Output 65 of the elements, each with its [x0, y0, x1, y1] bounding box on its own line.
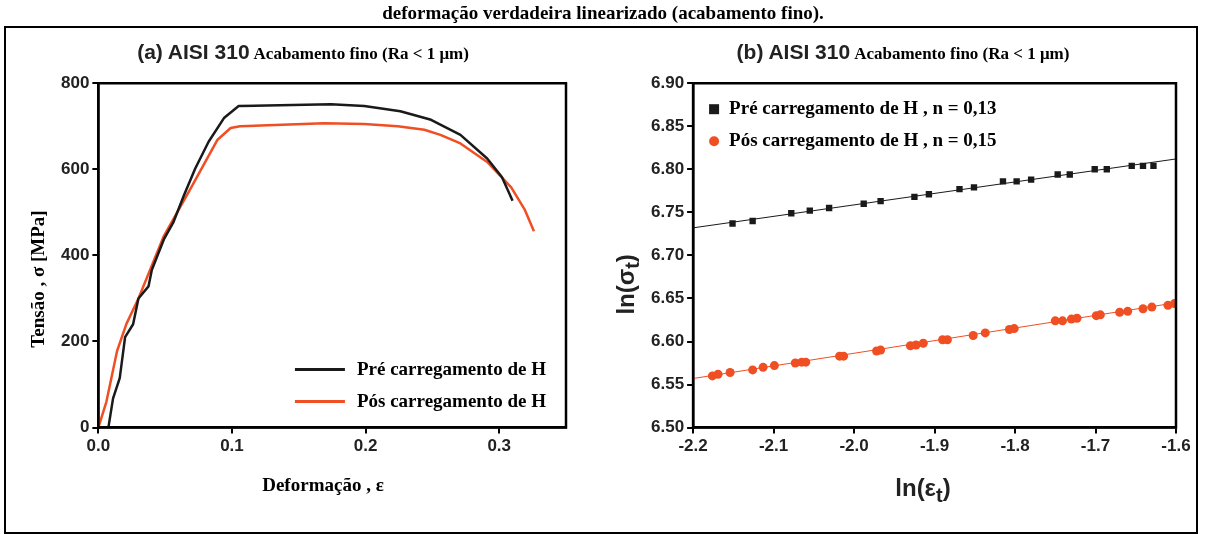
- chart-title: (a) AISI 310: [137, 40, 250, 63]
- point: [1058, 316, 1068, 326]
- x-tick-label: -2.2: [678, 436, 708, 456]
- point: [1072, 313, 1082, 323]
- y-tick-label: 200: [60, 331, 90, 351]
- legend-label: Pré carregamento de H: [356, 357, 547, 379]
- point: [758, 362, 768, 372]
- point: [956, 185, 963, 193]
- point: [980, 328, 990, 338]
- legend-label: Pré carregamento de H , n = 0,13: [729, 97, 997, 119]
- point: [1027, 176, 1035, 183]
- x-tick-label: -2.1: [758, 436, 789, 456]
- point: [1054, 171, 1061, 178]
- chart-subtitle: Acabamento fino (Ra < 1 μm): [253, 44, 469, 63]
- point: [970, 184, 978, 191]
- point: [877, 197, 884, 205]
- point: [968, 330, 978, 340]
- y-tick-label: 6.85: [650, 115, 685, 135]
- y-tick-label: 6.60: [650, 331, 685, 351]
- x-axis-title: Deformação , ε: [261, 474, 385, 496]
- legend-label: Pós carregamento de H: [356, 389, 547, 411]
- y-tick-label: 800: [60, 72, 90, 92]
- chart-title: (b) AISI 310: [736, 40, 851, 63]
- y-tick-label: 6.50: [650, 417, 685, 437]
- y-tick-label: 600: [60, 158, 90, 178]
- x-tick-label: 0.3: [487, 436, 512, 456]
- x-tick-label: 0.1: [220, 436, 244, 456]
- point: [999, 178, 1007, 185]
- x-axis-title: ln(ε$_{t}$): [894, 474, 952, 507]
- point: [1115, 307, 1125, 317]
- x-tick-label: -2.0: [839, 436, 869, 456]
- x-tick-label: -1.6: [1161, 436, 1191, 456]
- text: deformação verdadeira linearizado (acabamento fino).: [381, 2, 825, 24]
- point: [806, 207, 813, 214]
- chart-subtitle: Acabamento fino (Ra < 1 μm): [854, 44, 1070, 63]
- point: [918, 338, 928, 348]
- y-tick-label: 6.80: [650, 158, 685, 178]
- y-tick-label: 6.90: [650, 72, 685, 92]
- point: [1013, 178, 1020, 185]
- y-tick-label: 0: [79, 417, 90, 437]
- x-tick-label: 0.0: [86, 436, 111, 456]
- y-tick-label: 6.70: [650, 245, 685, 265]
- legend-label: Pós carregamento de H , n = 0,15: [729, 129, 997, 151]
- point: [1147, 302, 1157, 312]
- x-tick-label: -1.8: [1000, 436, 1030, 456]
- y-tick-label: 400: [60, 245, 90, 265]
- y-tick-label: 6.65: [650, 288, 685, 308]
- point: [1066, 171, 1073, 178]
- point: [1150, 162, 1157, 170]
- point: [769, 361, 779, 371]
- y-tick-label: 6.55: [650, 374, 685, 394]
- y-tick-label: 6.75: [650, 202, 685, 222]
- x-tick-label: 0.2: [353, 436, 378, 456]
- y-axis-title: Tensão , σ [MPa]: [27, 210, 49, 348]
- point: [876, 345, 886, 355]
- point: [725, 368, 735, 377]
- point: [713, 369, 723, 379]
- point: [748, 365, 758, 375]
- point: [1138, 304, 1148, 314]
- x-tick-label: -1.7: [1080, 436, 1111, 456]
- point: [911, 193, 918, 201]
- x-tick-label: -1.9: [919, 436, 950, 456]
- point: [729, 220, 736, 227]
- point: [749, 217, 756, 225]
- point: [1123, 306, 1133, 316]
